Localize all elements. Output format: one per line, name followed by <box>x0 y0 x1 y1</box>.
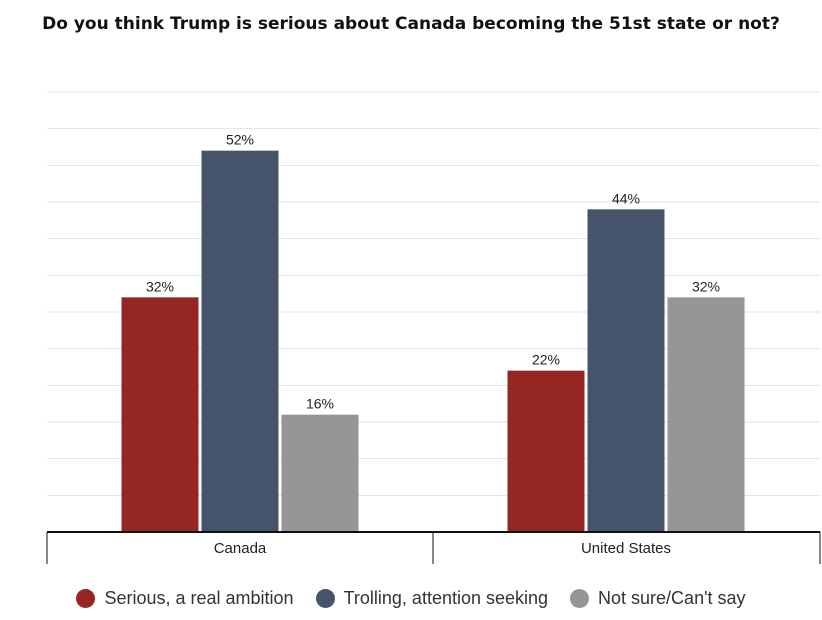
data-label: 32% <box>692 278 720 294</box>
legend-swatch-trolling <box>315 589 335 608</box>
legend-label-trolling: Trolling, attention seeking <box>343 588 549 608</box>
category-label: United States <box>581 540 671 557</box>
bar-1-2[interactable] <box>667 297 745 532</box>
legend: Serious, a real ambition Trolling, atten… <box>0 588 822 609</box>
chart-title: Do you think Trump is serious about Cana… <box>42 14 780 34</box>
data-label: 16% <box>306 396 334 412</box>
legend-label-not-sure: Not sure/Can't say <box>598 588 746 608</box>
legend-item-trolling[interactable]: Trolling, attention seeking <box>315 588 549 609</box>
legend-item-serious[interactable]: Serious, a real ambition <box>76 588 294 609</box>
data-label: 22% <box>532 352 560 368</box>
bar-0-1[interactable] <box>201 150 279 532</box>
bar-chart: 32% 52% 16% Canada 22% 44% 32% United States <box>46 91 821 564</box>
bar-1-0[interactable] <box>507 370 585 532</box>
legend-item-not-sure[interactable]: Not sure/Can't say <box>570 588 746 609</box>
bar-0-0[interactable] <box>121 297 199 532</box>
data-label: 32% <box>146 278 174 294</box>
legend-swatch-not-sure <box>570 589 590 608</box>
bar-0-2[interactable] <box>281 414 359 532</box>
category-label: Canada <box>214 540 267 557</box>
legend-swatch-serious <box>76 589 96 608</box>
bar-1-1[interactable] <box>587 209 665 533</box>
data-label: 44% <box>612 190 640 206</box>
data-label: 52% <box>226 132 254 148</box>
legend-label-serious: Serious, a real ambition <box>104 588 294 608</box>
